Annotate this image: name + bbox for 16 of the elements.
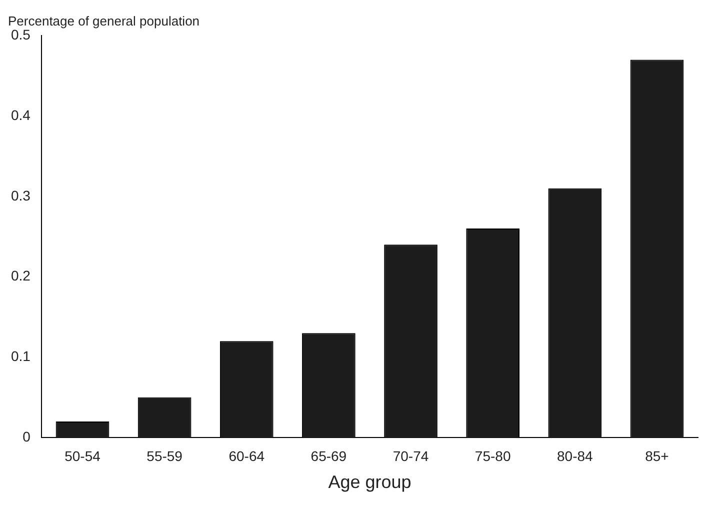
y-tick-label: 0.1 — [10, 348, 31, 364]
x-tick-label: 50-54 — [64, 448, 101, 464]
x-tick-label: 65-69 — [310, 448, 347, 464]
y-axis-title: Percentage of general population — [8, 13, 200, 28]
x-tick-label: 70-74 — [392, 448, 429, 464]
y-tick-label: 0.5 — [10, 26, 31, 42]
y-tick-label: 0 — [22, 428, 31, 444]
x-tick-label: 80-84 — [556, 448, 594, 464]
x-tick-label: 55-59 — [146, 448, 183, 464]
x-tick-label: 75-80 — [474, 448, 511, 464]
y-tick-label: 0.3 — [10, 187, 31, 204]
y-tick-label: 0.4 — [10, 106, 31, 123]
x-tick-label: 85+ — [645, 448, 669, 464]
y-tick-label: 0.2 — [10, 268, 31, 284]
x-tick-label: 60-64 — [228, 448, 265, 464]
x-axis-title: Age group — [328, 472, 412, 492]
